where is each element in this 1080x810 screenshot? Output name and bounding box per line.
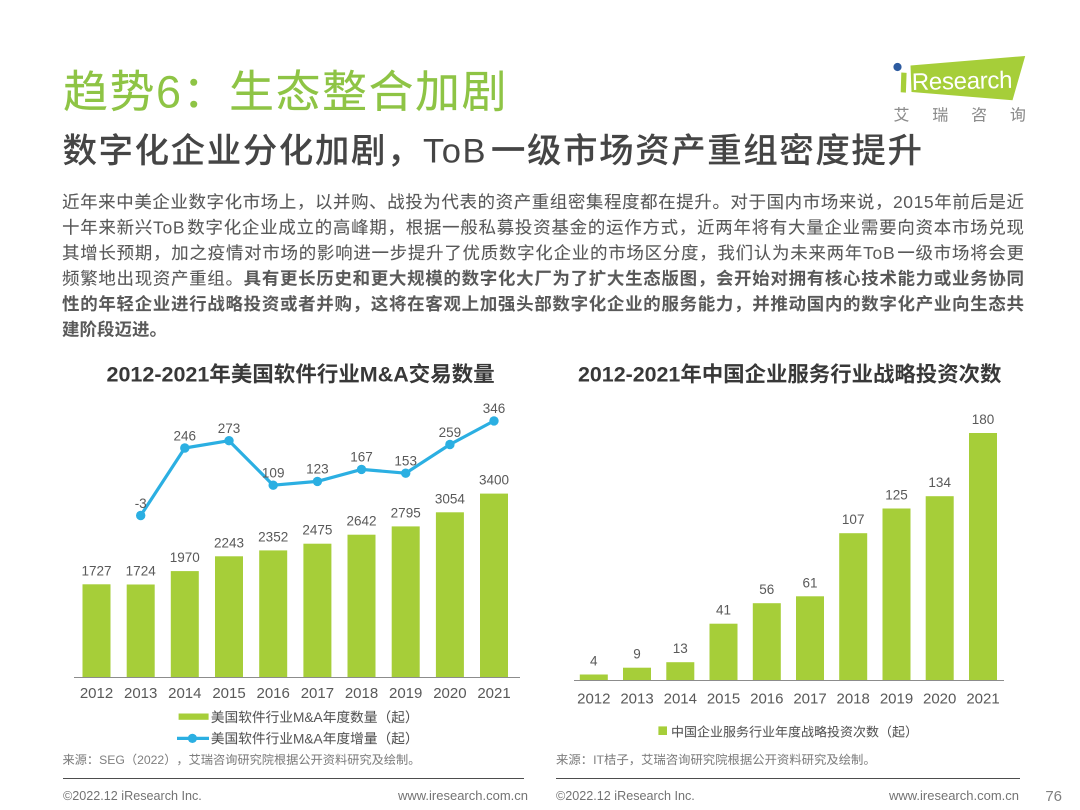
svg-text:2012: 2012 xyxy=(80,685,113,702)
svg-text:180: 180 xyxy=(972,412,995,427)
svg-text:2022: 2022 xyxy=(137,753,164,767)
svg-text:IT: IT xyxy=(593,753,604,767)
svg-text:2021: 2021 xyxy=(966,691,999,708)
svg-text:www.iresearch.com.cn: www.iresearch.com.cn xyxy=(397,788,528,803)
svg-text:2014: 2014 xyxy=(664,691,697,708)
svg-text:M&A: M&A xyxy=(293,710,324,725)
svg-text:346: 346 xyxy=(483,401,506,416)
svg-text:1970: 1970 xyxy=(170,550,200,565)
svg-text:ToB: ToB xyxy=(863,243,895,263)
svg-text:ToB: ToB xyxy=(423,133,487,171)
svg-text:259: 259 xyxy=(439,425,462,440)
svg-text:2015: 2015 xyxy=(212,685,245,702)
svg-text:167: 167 xyxy=(350,450,373,465)
svg-text:41: 41 xyxy=(716,603,731,618)
svg-text:2012: 2012 xyxy=(577,691,610,708)
svg-text:246: 246 xyxy=(174,428,197,443)
svg-text:2642: 2642 xyxy=(346,514,376,529)
svg-text:2352: 2352 xyxy=(258,529,288,544)
svg-text:107: 107 xyxy=(842,512,865,527)
svg-text:2020: 2020 xyxy=(923,691,956,708)
svg-text:56: 56 xyxy=(759,582,774,597)
svg-text:2016: 2016 xyxy=(257,685,290,702)
svg-text:2015: 2015 xyxy=(707,691,740,708)
svg-text:2019: 2019 xyxy=(389,685,422,702)
svg-text:1724: 1724 xyxy=(126,564,157,579)
svg-text:61: 61 xyxy=(802,575,817,590)
svg-text:2475: 2475 xyxy=(302,523,332,538)
svg-text:273: 273 xyxy=(218,421,241,436)
svg-text:2021: 2021 xyxy=(477,685,510,702)
svg-text:125: 125 xyxy=(885,488,908,503)
svg-text:M&A: M&A xyxy=(293,731,324,746)
svg-text:M&A: M&A xyxy=(360,363,409,387)
svg-text:4: 4 xyxy=(590,654,598,669)
svg-text:6: 6 xyxy=(156,67,183,118)
svg-text:SEG: SEG xyxy=(99,753,125,767)
svg-text:123: 123 xyxy=(306,462,329,477)
svg-text:13: 13 xyxy=(673,641,688,656)
svg-text:2020: 2020 xyxy=(433,685,466,702)
svg-text:©2022.12 iResearch Inc.: ©2022.12 iResearch Inc. xyxy=(63,789,202,803)
svg-text:1727: 1727 xyxy=(81,563,111,578)
svg-text:2015: 2015 xyxy=(893,192,934,212)
svg-text:9: 9 xyxy=(633,647,641,662)
svg-text:3054: 3054 xyxy=(435,491,466,506)
svg-text:Research: Research xyxy=(912,67,1013,96)
svg-text:www.iresearch.com.cn: www.iresearch.com.cn xyxy=(888,788,1019,803)
svg-text:2018: 2018 xyxy=(837,691,870,708)
svg-text:2012-2021: 2012-2021 xyxy=(107,363,210,387)
svg-text:2016: 2016 xyxy=(750,691,783,708)
svg-text:2013: 2013 xyxy=(620,691,653,708)
svg-text:109: 109 xyxy=(262,466,285,481)
svg-text:-3: -3 xyxy=(135,496,147,511)
svg-text:76: 76 xyxy=(1045,788,1062,805)
svg-text:2017: 2017 xyxy=(793,691,826,708)
svg-text:2243: 2243 xyxy=(214,535,244,550)
svg-text:©2022.12 iResearch Inc.: ©2022.12 iResearch Inc. xyxy=(556,789,695,803)
svg-text:3400: 3400 xyxy=(479,473,509,488)
svg-text:2014: 2014 xyxy=(168,685,201,702)
svg-text:2013: 2013 xyxy=(124,685,157,702)
svg-text:2017: 2017 xyxy=(301,685,334,702)
svg-text:2795: 2795 xyxy=(391,505,421,520)
svg-text:134: 134 xyxy=(928,475,951,490)
svg-text:153: 153 xyxy=(394,454,417,469)
svg-text:ToB: ToB xyxy=(153,218,185,238)
svg-text:2012-2021: 2012-2021 xyxy=(578,363,680,387)
svg-text:2019: 2019 xyxy=(880,691,913,708)
svg-text:2018: 2018 xyxy=(345,685,378,702)
